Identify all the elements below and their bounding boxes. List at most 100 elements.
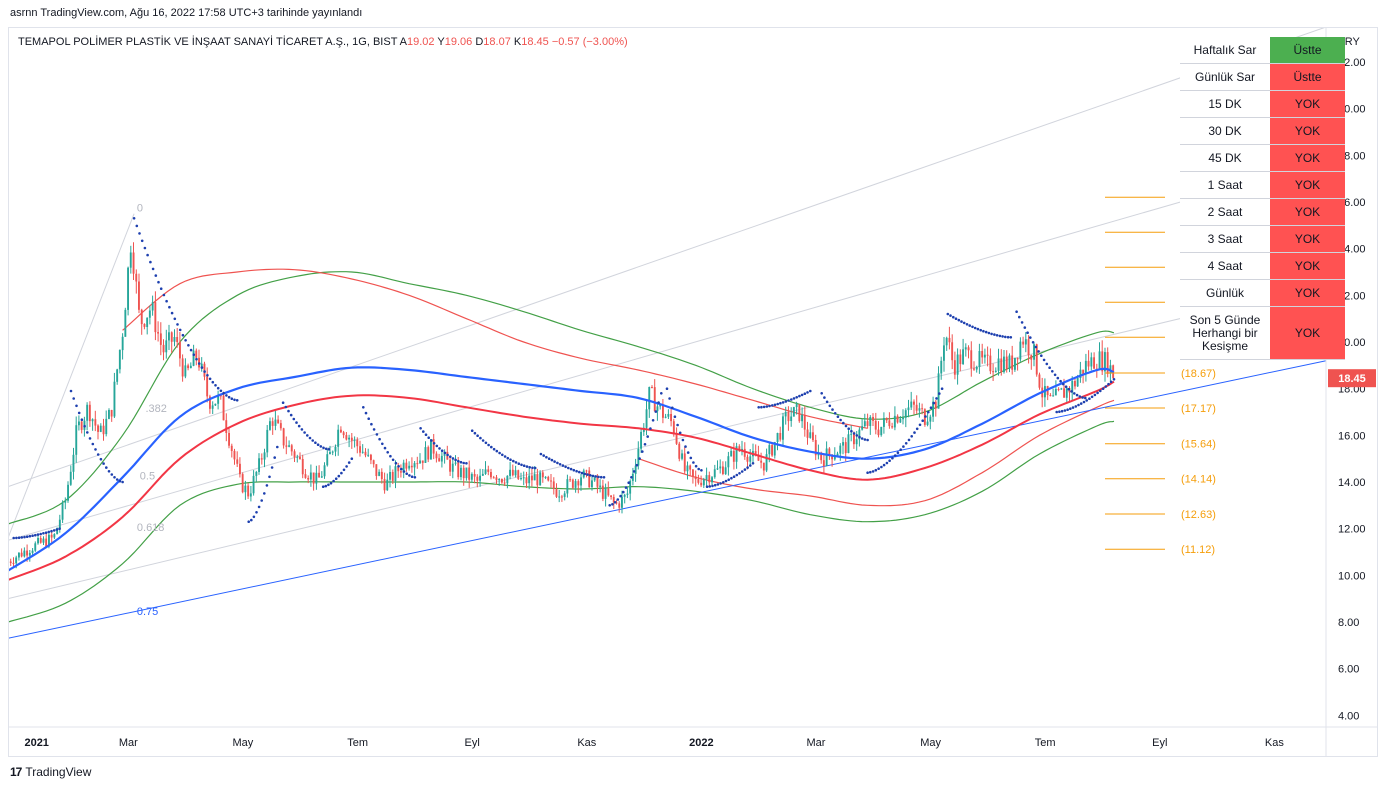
candle-body <box>708 475 711 483</box>
candle-body <box>367 454 370 456</box>
sar-dot <box>337 474 341 478</box>
sar-dot <box>1058 410 1061 414</box>
signal-row: 4 Saat YOK <box>1180 252 1345 280</box>
sar-dot <box>192 353 196 357</box>
candle-body <box>271 421 274 426</box>
candle-body <box>386 479 389 491</box>
sar-dot <box>684 445 687 448</box>
candle-body <box>760 460 763 463</box>
signal-row: 30 DK YOK <box>1180 117 1345 145</box>
sar-dot <box>287 409 290 413</box>
sar-dot <box>995 334 999 337</box>
candle-body <box>1093 357 1095 369</box>
sar-dot <box>746 466 749 469</box>
x-tick-label: Eyl <box>465 737 480 749</box>
sar-dot <box>102 462 105 465</box>
sar-dot <box>476 434 479 438</box>
candle-body <box>99 425 102 432</box>
price-chart[interactable]: (18.67) (17.17) (15.64) (14.14) (12.63) (11.1… <box>8 27 1378 757</box>
signal-label: 2 Saat <box>1180 198 1270 226</box>
sar-dot <box>968 324 971 327</box>
envelope-green-upper <box>8 271 1115 525</box>
sar-dot <box>1078 395 1082 398</box>
sar-dot <box>611 503 614 506</box>
sar-dot <box>1109 380 1113 384</box>
sar-dot <box>1082 400 1086 404</box>
candle-body <box>561 496 563 498</box>
candle-body <box>577 481 580 486</box>
sar-dot <box>1040 354 1043 358</box>
sar-dot <box>918 423 922 427</box>
candle-body <box>880 426 883 436</box>
candle-body <box>451 463 454 472</box>
sar-dot <box>586 473 589 476</box>
signal-row: 2 Saat YOK <box>1180 198 1345 226</box>
sar-dot <box>219 389 223 393</box>
sar-dot <box>457 459 460 463</box>
candle-body <box>566 479 569 494</box>
sar-dot <box>738 472 741 475</box>
candle-body <box>293 451 296 458</box>
sar-dot <box>260 499 263 502</box>
candle-body <box>370 454 372 461</box>
sar-dot <box>971 325 974 329</box>
candle-body <box>427 447 430 460</box>
sar-dot <box>660 392 663 395</box>
candle-body <box>457 462 460 478</box>
tradingview-brand[interactable]: 17 TradingView <box>10 765 91 779</box>
sar-dot <box>1079 402 1083 405</box>
sar-dot <box>910 435 913 438</box>
sar-dot <box>671 406 674 410</box>
sar-dot <box>1056 376 1060 380</box>
sar-dot <box>135 224 139 228</box>
sar-dot <box>858 435 861 439</box>
candle-body <box>440 455 443 462</box>
candle-body <box>940 360 943 374</box>
sar-dot <box>730 476 733 480</box>
sar-dot <box>771 404 774 407</box>
candle-body <box>738 446 741 450</box>
last-price-label: 18.45 <box>1338 373 1366 385</box>
fib-label: 0.5 <box>140 471 155 483</box>
sar-dot <box>273 456 277 459</box>
sar-dot <box>181 333 185 337</box>
sar-dot <box>787 399 790 402</box>
sar-dot <box>564 465 567 469</box>
sar-dot <box>533 466 537 470</box>
sar-dot <box>871 470 875 473</box>
candle-body <box>124 309 127 337</box>
sar-dot <box>470 429 474 433</box>
candle-body <box>517 470 520 479</box>
chart-border <box>8 27 1378 757</box>
candle-body <box>350 437 353 441</box>
sar-dot <box>902 445 905 448</box>
x-tick-label: Kas <box>577 737 596 749</box>
candle-body <box>37 538 39 544</box>
candle-body <box>356 439 359 447</box>
candle-body <box>206 376 209 397</box>
candle-body <box>514 470 517 476</box>
candle-body <box>378 471 381 476</box>
brand-text: TradingView <box>25 765 92 779</box>
sar-dot <box>924 415 927 418</box>
sar-dot <box>481 439 485 442</box>
candle-body <box>722 466 724 474</box>
sar-dot <box>553 460 556 463</box>
y-tick-label: 4.00 <box>1338 710 1359 722</box>
candle-body <box>28 552 31 556</box>
projection-level-label: (12.63) <box>1181 509 1216 521</box>
candle-body <box>730 450 733 457</box>
candle-body <box>506 475 509 484</box>
sar-dot <box>776 402 779 406</box>
sar-dot <box>306 434 309 437</box>
candle-body <box>214 403 217 406</box>
sar-dot <box>1053 373 1057 377</box>
sar-dot <box>12 536 15 540</box>
sar-dot <box>342 468 346 472</box>
candle-body <box>181 358 184 377</box>
fan-line <box>8 283 1327 600</box>
sar-dot <box>760 405 763 409</box>
sar-dot <box>443 451 447 455</box>
candle-body <box>836 453 839 456</box>
candle-body <box>296 456 299 458</box>
